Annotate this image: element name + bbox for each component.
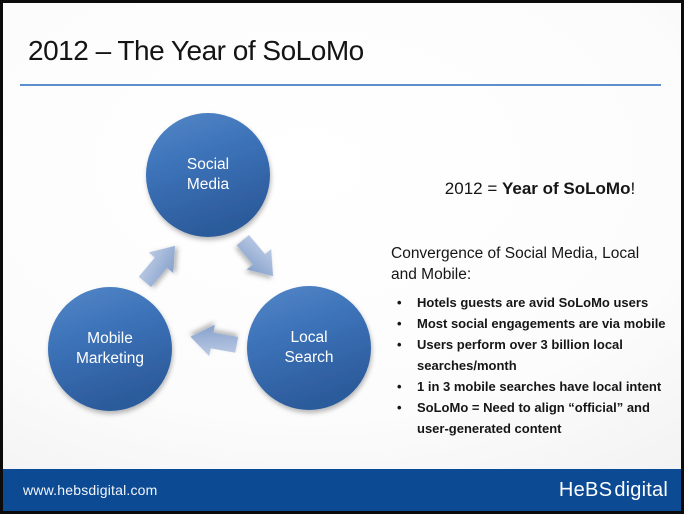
hebs-digital-logo: HeBS digital <box>559 479 668 502</box>
bullet-item: 1 in 3 mobile searches have local intent <box>391 376 679 397</box>
footer-url: www.hebsdigital.com <box>23 482 158 498</box>
node-label-social-media: Social Media <box>186 156 230 193</box>
node-circle-local-search <box>247 286 371 410</box>
text-panel: 2012 = Year of SoLoMo! Convergence of So… <box>391 171 679 439</box>
slide-title: 2012 – The Year of SoLoMo <box>28 35 364 66</box>
headline-emphasis: Year of SoLoMo <box>502 179 631 198</box>
logo-text-hebs: HeBS <box>558 478 613 501</box>
logo-text-digital: digital <box>614 478 668 501</box>
bullet-item: SoLoMo = Need to align “official” and us… <box>391 397 679 439</box>
headline-prefix: 2012 = <box>444 179 502 198</box>
footer-bar: www.hebsdigital.com HeBS digital <box>3 469 681 511</box>
node-circle-mobile-marketing <box>48 287 172 411</box>
headline-suffix: ! <box>630 179 636 198</box>
arrow-mobile-to-social-icon <box>138 245 176 287</box>
headline: 2012 = Year of SoLoMo! <box>391 179 679 199</box>
cycle-diagram <box>48 113 371 411</box>
node-label-mobile-marketing: Mobile Marketing <box>75 330 145 367</box>
bullet-item: Most social engagements are via mobile <box>391 313 679 334</box>
node-circle-social-media <box>146 113 270 237</box>
bullet-list: Hotels guests are avid SoLoMo users Most… <box>391 292 679 439</box>
bullet-item: Users perform over 3 billion local searc… <box>391 334 679 376</box>
intro-text: Convergence of Social Media, Local and M… <box>391 245 640 283</box>
arrow-local-to-mobile-icon <box>190 324 239 357</box>
arrow-social-to-local-icon <box>236 235 274 277</box>
bullet-item: Hotels guests are avid SoLoMo users <box>391 292 679 313</box>
title-divider <box>20 84 661 86</box>
node-label-local-search: Local Search <box>284 329 334 366</box>
